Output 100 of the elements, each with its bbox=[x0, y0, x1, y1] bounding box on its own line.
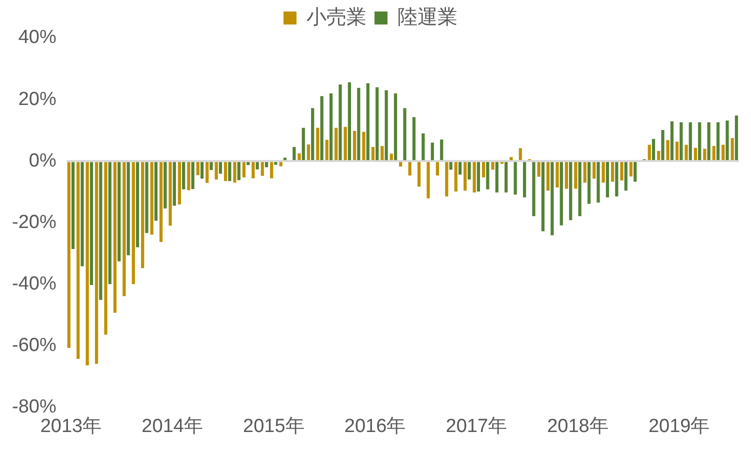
bar bbox=[436, 162, 440, 176]
bar bbox=[422, 133, 425, 160]
x-tick-label: 2019年 bbox=[648, 416, 710, 437]
bar bbox=[260, 162, 264, 176]
bar bbox=[224, 162, 228, 182]
bar bbox=[657, 150, 660, 160]
bar bbox=[403, 108, 406, 160]
bar bbox=[454, 162, 458, 192]
bar bbox=[334, 128, 338, 160]
bar bbox=[564, 162, 568, 189]
bar bbox=[518, 148, 522, 160]
bar bbox=[274, 162, 278, 165]
bar bbox=[380, 146, 384, 160]
bar bbox=[279, 162, 282, 166]
bar bbox=[514, 162, 517, 195]
y-tick-label: -80% bbox=[12, 396, 56, 418]
bar bbox=[390, 154, 393, 160]
bar bbox=[726, 120, 729, 160]
bar bbox=[256, 162, 259, 170]
bar bbox=[468, 162, 471, 180]
bar bbox=[578, 162, 582, 216]
bar bbox=[104, 162, 108, 335]
bar bbox=[532, 162, 536, 216]
bar bbox=[338, 84, 342, 160]
bar bbox=[688, 122, 692, 160]
x-tick-label: 2013年 bbox=[40, 416, 102, 437]
bar bbox=[214, 162, 218, 180]
bar bbox=[348, 82, 352, 160]
bar bbox=[458, 162, 462, 175]
bar bbox=[541, 162, 545, 232]
bar bbox=[648, 144, 651, 160]
bar bbox=[352, 130, 356, 160]
bar bbox=[218, 162, 222, 174]
bar bbox=[610, 162, 614, 182]
bar bbox=[132, 162, 135, 284]
bar bbox=[445, 162, 448, 196]
y-tick-label: -40% bbox=[12, 273, 56, 294]
bar bbox=[118, 162, 121, 262]
bar bbox=[71, 162, 75, 250]
bar bbox=[472, 162, 476, 192]
bar bbox=[550, 162, 554, 236]
bar bbox=[694, 148, 698, 160]
legend-label: 小売業 bbox=[306, 6, 366, 29]
bar bbox=[592, 162, 596, 179]
bar bbox=[237, 162, 240, 180]
bar bbox=[449, 162, 452, 170]
bar bbox=[556, 162, 559, 188]
bar bbox=[394, 93, 398, 160]
bar bbox=[306, 144, 310, 160]
bar bbox=[587, 162, 591, 204]
x-tick-label: 2014年 bbox=[142, 416, 203, 437]
bar bbox=[583, 162, 586, 183]
bar bbox=[371, 146, 375, 160]
x-tick-label: 2016年 bbox=[344, 416, 406, 437]
bar bbox=[546, 162, 550, 191]
bar bbox=[652, 138, 656, 160]
bar bbox=[615, 162, 618, 196]
bar bbox=[242, 162, 246, 178]
bar bbox=[122, 162, 126, 296]
bar bbox=[634, 162, 637, 182]
bar bbox=[108, 162, 112, 284]
bar bbox=[606, 162, 610, 198]
bar bbox=[495, 162, 498, 192]
bar bbox=[264, 162, 268, 168]
bar bbox=[270, 162, 274, 178]
x-tick-label: 2017年 bbox=[446, 416, 508, 437]
bar bbox=[191, 162, 194, 190]
bar bbox=[482, 162, 486, 178]
bar bbox=[316, 128, 320, 160]
bar bbox=[384, 90, 388, 160]
bar bbox=[602, 162, 605, 183]
bar bbox=[574, 162, 578, 189]
bar bbox=[246, 162, 250, 166]
bar bbox=[357, 88, 360, 160]
bar bbox=[399, 162, 402, 167]
bar bbox=[476, 162, 480, 192]
bar bbox=[233, 162, 236, 183]
bar bbox=[80, 162, 84, 266]
y-tick-label: 20% bbox=[18, 88, 56, 110]
bar bbox=[86, 162, 89, 366]
bar bbox=[168, 162, 172, 226]
bar bbox=[426, 162, 430, 198]
legend-label: 陸運業 bbox=[398, 6, 458, 29]
y-tick-label: 40% bbox=[18, 27, 56, 48]
bar bbox=[408, 162, 412, 176]
bar bbox=[491, 162, 494, 170]
bar bbox=[178, 162, 182, 204]
bar bbox=[698, 122, 702, 160]
x-tick-label: 2018年 bbox=[547, 416, 608, 437]
bar bbox=[187, 162, 190, 190]
bar bbox=[320, 96, 324, 160]
bar bbox=[620, 162, 624, 180]
bar bbox=[311, 108, 314, 160]
bar bbox=[362, 132, 366, 160]
bar bbox=[670, 121, 674, 160]
bar bbox=[99, 162, 102, 300]
bar bbox=[707, 122, 710, 160]
bar bbox=[298, 153, 301, 160]
bar bbox=[136, 162, 140, 248]
bar bbox=[200, 162, 204, 179]
